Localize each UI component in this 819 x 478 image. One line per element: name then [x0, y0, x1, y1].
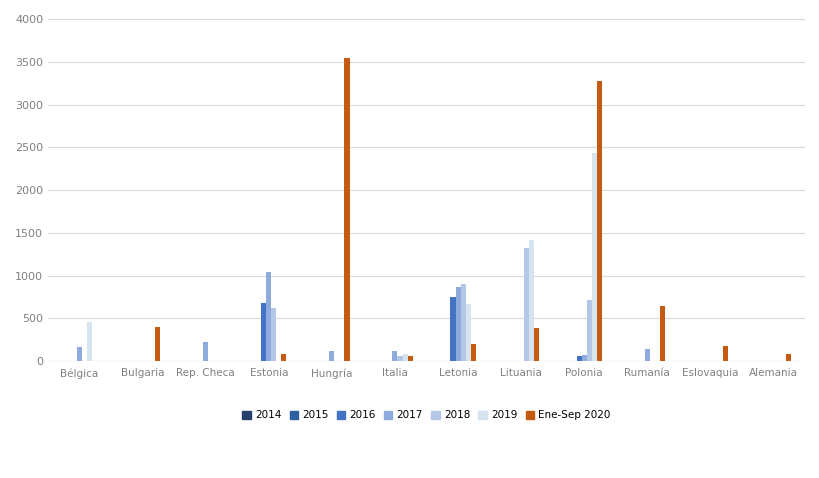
Bar — [576, 356, 581, 361]
Bar — [591, 153, 596, 361]
Bar — [87, 322, 92, 361]
Bar — [450, 297, 455, 361]
Bar — [528, 239, 533, 361]
Bar — [266, 272, 271, 361]
Bar — [586, 300, 591, 361]
Bar — [659, 306, 664, 361]
Bar — [397, 356, 402, 361]
Bar — [722, 346, 727, 361]
Bar — [77, 348, 82, 361]
Legend: 2014, 2015, 2016, 2017, 2018, 2019, Ene-Sep 2020: 2014, 2015, 2016, 2017, 2018, 2019, Ene-… — [238, 406, 614, 424]
Bar — [460, 284, 465, 361]
Bar — [581, 355, 586, 361]
Bar — [203, 342, 208, 361]
Bar — [344, 58, 349, 361]
Bar — [271, 308, 276, 361]
Bar — [644, 349, 649, 361]
Bar — [281, 354, 286, 361]
Bar — [596, 81, 601, 361]
Bar — [261, 303, 266, 361]
Bar — [155, 327, 160, 361]
Bar — [470, 344, 475, 361]
Bar — [392, 351, 397, 361]
Bar — [785, 354, 790, 361]
Bar — [407, 356, 412, 361]
Bar — [523, 248, 528, 361]
Bar — [329, 351, 334, 361]
Bar — [465, 304, 470, 361]
Bar — [533, 328, 538, 361]
Bar — [402, 354, 407, 361]
Bar — [455, 287, 460, 361]
